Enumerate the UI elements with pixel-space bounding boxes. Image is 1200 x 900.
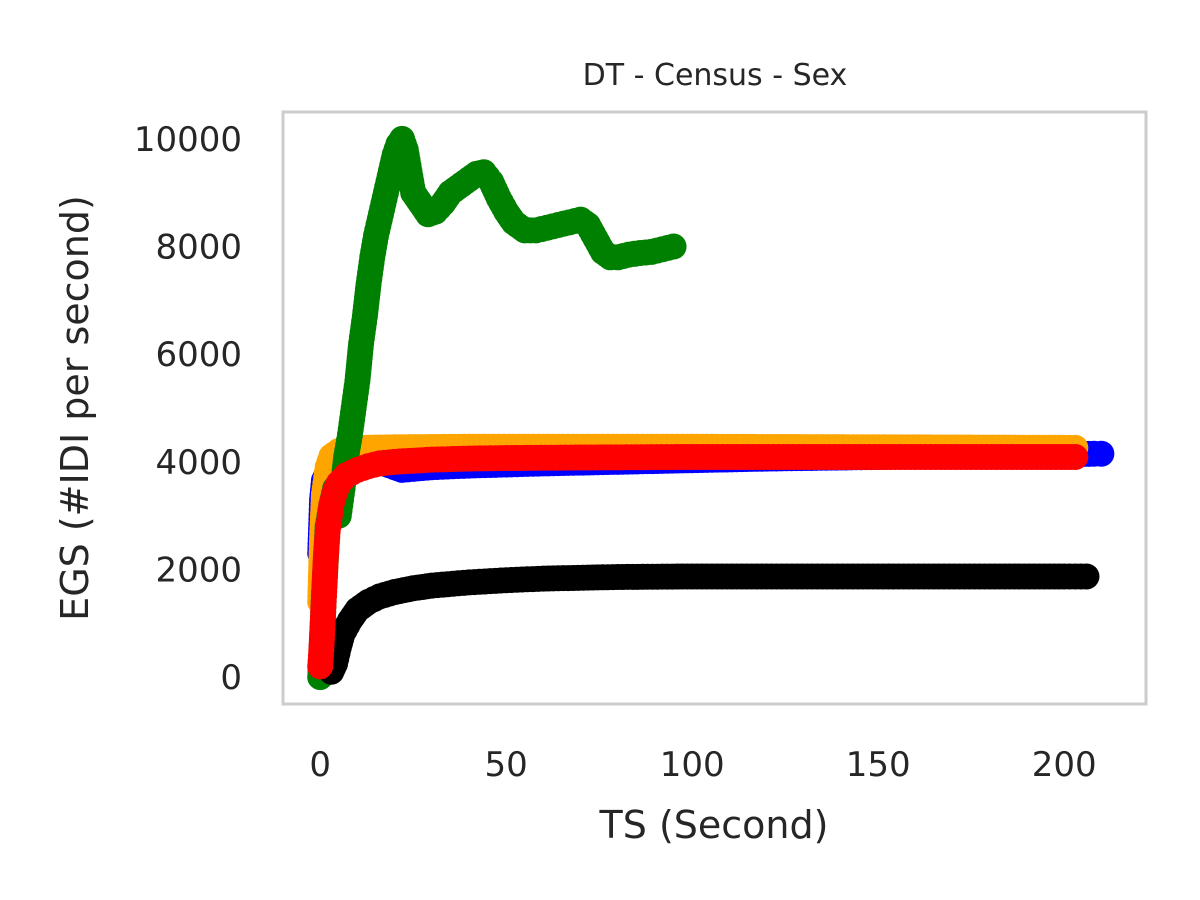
y-tick-label: 6000 [155,335,242,375]
x-axis-ticks: 0 50 100 150 200 [309,745,1096,785]
x-tick-label: 50 [485,745,528,785]
data-point [1062,443,1089,470]
x-tick-label: 200 [1032,745,1097,785]
series-4 [307,443,1089,680]
series-line [318,454,1076,667]
series-layer [307,125,1115,691]
y-tick-label: 2000 [155,550,242,590]
x-tick-label: 0 [309,745,331,785]
data-point [660,233,687,260]
y-axis-ticks: 0 2000 4000 6000 8000 10000 [134,120,242,698]
y-tick-label: 4000 [155,443,242,483]
x-tick-label: 150 [846,745,911,785]
y-axis-title: EGS (#IDI per second) [53,195,97,621]
x-axis-title: TS (Second) [599,803,829,847]
data-point [1088,440,1115,467]
data-point [1073,563,1100,590]
plot-frame [281,110,1148,706]
y-tick-label: 8000 [155,228,242,268]
series-3 [318,563,1100,685]
y-tick-label: 0 [220,658,242,698]
y-tick-label: 10000 [134,120,242,160]
chart-title: DT - Census - Sex [583,58,848,93]
x-tick-label: 100 [660,745,725,785]
